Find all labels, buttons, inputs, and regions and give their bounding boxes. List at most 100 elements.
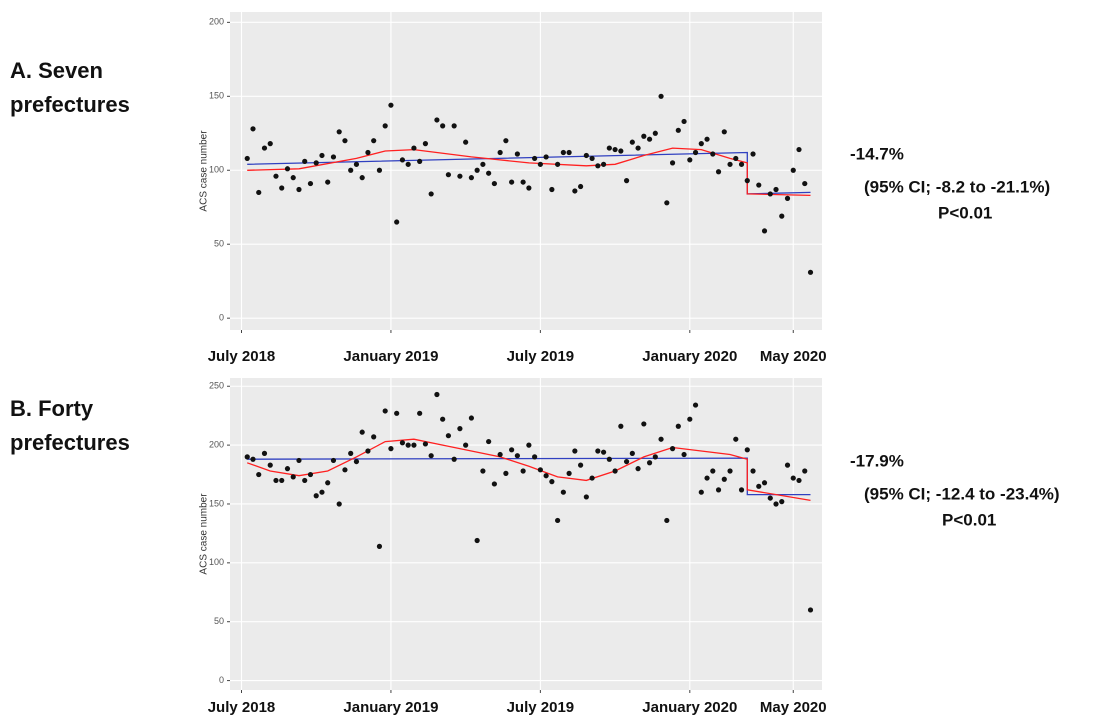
data-point [353, 458, 360, 465]
data-point [750, 468, 756, 474]
data-point [738, 161, 745, 167]
data-point [773, 186, 779, 193]
y-tick-label: 100 [209, 557, 224, 567]
data-point [646, 460, 653, 466]
data-point [273, 173, 279, 179]
data-point [325, 179, 331, 185]
data-point [807, 269, 814, 275]
annotation: P<0.01 [938, 203, 992, 222]
data-point [756, 182, 762, 188]
data-point [284, 466, 291, 472]
data-point [790, 475, 796, 481]
panel-label: A. Seven [10, 58, 103, 83]
data-point [698, 489, 704, 495]
data-point [549, 186, 555, 193]
data-point [474, 537, 480, 544]
data-point [480, 468, 486, 474]
data-point [566, 470, 572, 476]
x-tick-label: July 2018 [208, 699, 276, 716]
data-point [790, 167, 796, 173]
data-point [514, 453, 520, 459]
data-point [491, 481, 497, 487]
panel-label: B. Forty [10, 396, 94, 421]
data-point [784, 195, 791, 201]
data-point [784, 462, 791, 468]
data-point [664, 200, 670, 206]
data-point [244, 155, 250, 162]
data-point [543, 154, 549, 160]
data-point [428, 191, 434, 197]
data-point [733, 155, 739, 162]
data-point [560, 489, 566, 495]
data-point [486, 170, 492, 176]
data-point [629, 450, 635, 456]
data-point [302, 477, 308, 484]
data-point [428, 453, 434, 459]
data-point [457, 426, 463, 432]
data-point [336, 501, 342, 507]
data-point [468, 415, 474, 421]
data-point [669, 446, 676, 452]
y-tick-label: 100 [209, 165, 224, 175]
data-point [796, 146, 802, 153]
data-point [526, 185, 532, 191]
x-tick-label: May 2020 [760, 348, 827, 365]
data-point [727, 468, 733, 474]
data-point [382, 123, 388, 129]
data-point [698, 141, 704, 147]
data-point [290, 175, 296, 181]
plot-panel [230, 378, 822, 690]
data-point [738, 487, 745, 493]
data-point [721, 476, 727, 482]
data-point [537, 161, 543, 167]
data-point [532, 155, 538, 162]
y-axis-title: ACS case number [199, 130, 210, 212]
data-point [520, 179, 526, 185]
data-point [664, 517, 670, 524]
data-point [330, 457, 337, 464]
data-point [692, 149, 699, 156]
data-point [612, 468, 618, 474]
data-point [480, 161, 486, 167]
data-point [595, 163, 601, 169]
y-tick-label: 150 [209, 498, 224, 508]
data-point [606, 145, 612, 151]
data-point [600, 161, 607, 167]
x-tick-label: May 2020 [760, 699, 827, 716]
data-point [555, 517, 561, 524]
y-tick-label: 200 [209, 439, 224, 449]
data-point [514, 151, 520, 157]
data-point [388, 446, 394, 452]
data-point [411, 145, 417, 151]
annotation: (95% CI; -8.2 to -21.1%) [864, 177, 1050, 196]
data-point [382, 408, 388, 414]
data-point [606, 456, 612, 462]
data-point [635, 466, 641, 472]
data-point [417, 158, 423, 164]
data-point [623, 178, 630, 184]
x-tick-label: July 2019 [507, 348, 575, 365]
data-point [307, 471, 314, 478]
y-tick-label: 0 [219, 675, 224, 685]
y-tick-label: 0 [219, 313, 224, 323]
data-point [578, 462, 584, 468]
data-point [761, 228, 768, 234]
data-point [727, 161, 733, 167]
data-point [313, 493, 319, 499]
data-point [325, 480, 331, 486]
data-point [440, 123, 446, 129]
data-point [583, 152, 589, 159]
data-point [549, 479, 555, 485]
data-point [463, 139, 469, 145]
data-point [779, 213, 785, 219]
data-point [348, 450, 354, 456]
annotation: (95% CI; -12.4 to -23.4%) [864, 484, 1060, 503]
data-point [417, 410, 423, 416]
data-point [566, 149, 572, 156]
data-point [445, 433, 452, 439]
data-point [687, 157, 693, 163]
data-point [394, 219, 400, 225]
data-point [267, 141, 273, 147]
data-point [618, 423, 624, 429]
data-point [302, 158, 308, 164]
